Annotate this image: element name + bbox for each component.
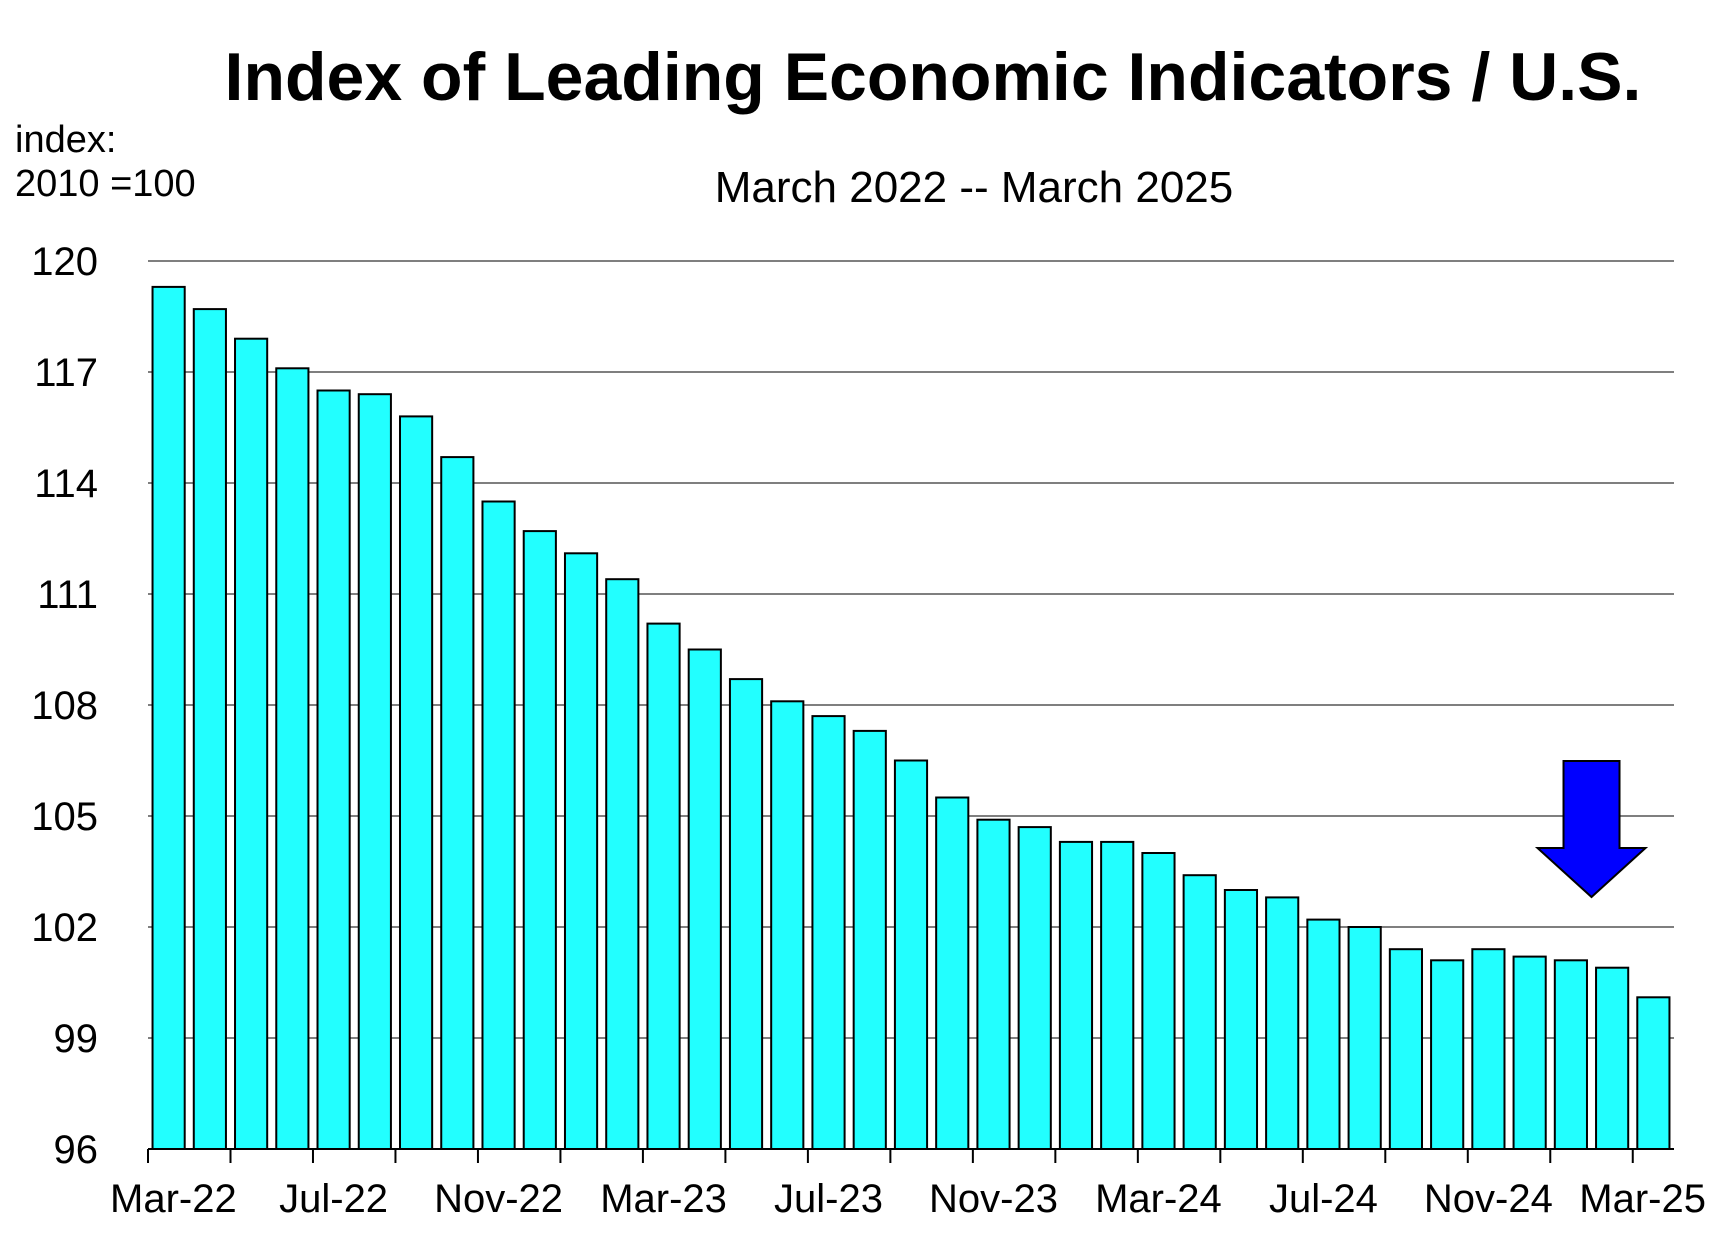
- bar-Feb-25: [1595, 966, 1630, 1151]
- bar-Jan-23: [563, 552, 599, 1150]
- bar-Sep-22: [398, 415, 434, 1150]
- y-unit-label-line2: 2010 =100: [15, 163, 196, 205]
- bar-Feb-24: [1100, 840, 1135, 1151]
- bar-Nov-23: [976, 818, 1011, 1150]
- x-tick-label: Mar-25: [1579, 1177, 1706, 1221]
- x-tick-label: Nov-24: [1424, 1177, 1553, 1221]
- bar-Apr-23: [687, 648, 722, 1150]
- bar-Oct-23: [935, 796, 970, 1150]
- bar-Oct-22: [440, 456, 475, 1151]
- y-tick-label: 99: [54, 1017, 99, 1061]
- x-tick-label: Mar-23: [600, 1177, 727, 1221]
- y-axis-ticks: 96 99 102 105 108 111 114 117 120: [31, 240, 98, 1172]
- bar-Feb-23: [605, 578, 640, 1150]
- y-tick-label: 105: [31, 795, 98, 839]
- bar-Aug-24: [1347, 926, 1382, 1150]
- chart-subtitle: March 2022 -- March 2025: [715, 163, 1233, 212]
- x-tick-label: Nov-22: [434, 1177, 563, 1221]
- bar-May-24: [1223, 889, 1259, 1150]
- bar-Jan-25: [1553, 959, 1588, 1150]
- y-unit-label-line1: index:: [15, 119, 116, 161]
- bar-Oct-24: [1430, 959, 1465, 1150]
- bar-May-23: [728, 678, 764, 1150]
- bar-Dec-22: [522, 530, 557, 1150]
- bar-Dec-23: [1017, 826, 1052, 1150]
- bar-Jun-24: [1265, 896, 1300, 1151]
- x-tick-label: Jul-24: [1269, 1177, 1378, 1221]
- chart-title: Index of Leading Economic Indicators / U…: [225, 39, 1642, 115]
- bar-Jul-23: [811, 715, 846, 1150]
- bar-Aug-22: [357, 393, 392, 1150]
- bar-Nov-24: [1471, 948, 1506, 1151]
- bar-Sep-24: [1388, 948, 1424, 1151]
- x-tick-label: Nov-23: [929, 1177, 1058, 1221]
- bar-Nov-22: [481, 500, 516, 1150]
- y-tick-label: 117: [34, 351, 98, 395]
- bar-Jul-22: [316, 389, 351, 1150]
- bar-May-22: [234, 337, 269, 1150]
- x-axis: [147, 1148, 1674, 1163]
- bar-Mar-25: [1636, 996, 1671, 1150]
- bar-Apr-22: [192, 308, 227, 1151]
- bar-Apr-24: [1182, 874, 1217, 1150]
- bar-Dec-24: [1512, 955, 1547, 1150]
- bar-Jul-24: [1306, 918, 1341, 1150]
- annotation: [1534, 760, 1649, 899]
- bar-Mar-22: [151, 285, 186, 1150]
- y-tick-label: 108: [31, 684, 98, 728]
- y-tick-label: 96: [54, 1128, 99, 1172]
- y-tick-label: 114: [34, 462, 98, 506]
- bar-Mar-24: [1141, 852, 1176, 1150]
- x-tick-label: Mar-24: [1095, 1177, 1222, 1221]
- bar-Mar-23: [646, 622, 681, 1150]
- bar-series: [151, 285, 1671, 1151]
- x-axis-ticks: Mar-22 Jul-22 Nov-22 Mar-23 Jul-23 Nov-23 Mar-…: [110, 1177, 1706, 1221]
- bar-Sep-23: [893, 759, 929, 1150]
- y-tick-label: 102: [31, 906, 98, 950]
- bar-Jun-23: [770, 700, 805, 1150]
- down-arrow-icon: [1534, 760, 1649, 899]
- x-tick-label: Jul-23: [774, 1177, 883, 1221]
- y-tick-label: 120: [31, 240, 98, 284]
- bar-Aug-23: [852, 729, 887, 1151]
- bar-Jun-22: [275, 367, 310, 1150]
- x-tick-label: Jul-22: [279, 1177, 388, 1221]
- bar-Jan-24: [1058, 840, 1094, 1151]
- y-tick-label: 111: [37, 573, 98, 617]
- x-tick-label: Mar-22: [110, 1177, 237, 1221]
